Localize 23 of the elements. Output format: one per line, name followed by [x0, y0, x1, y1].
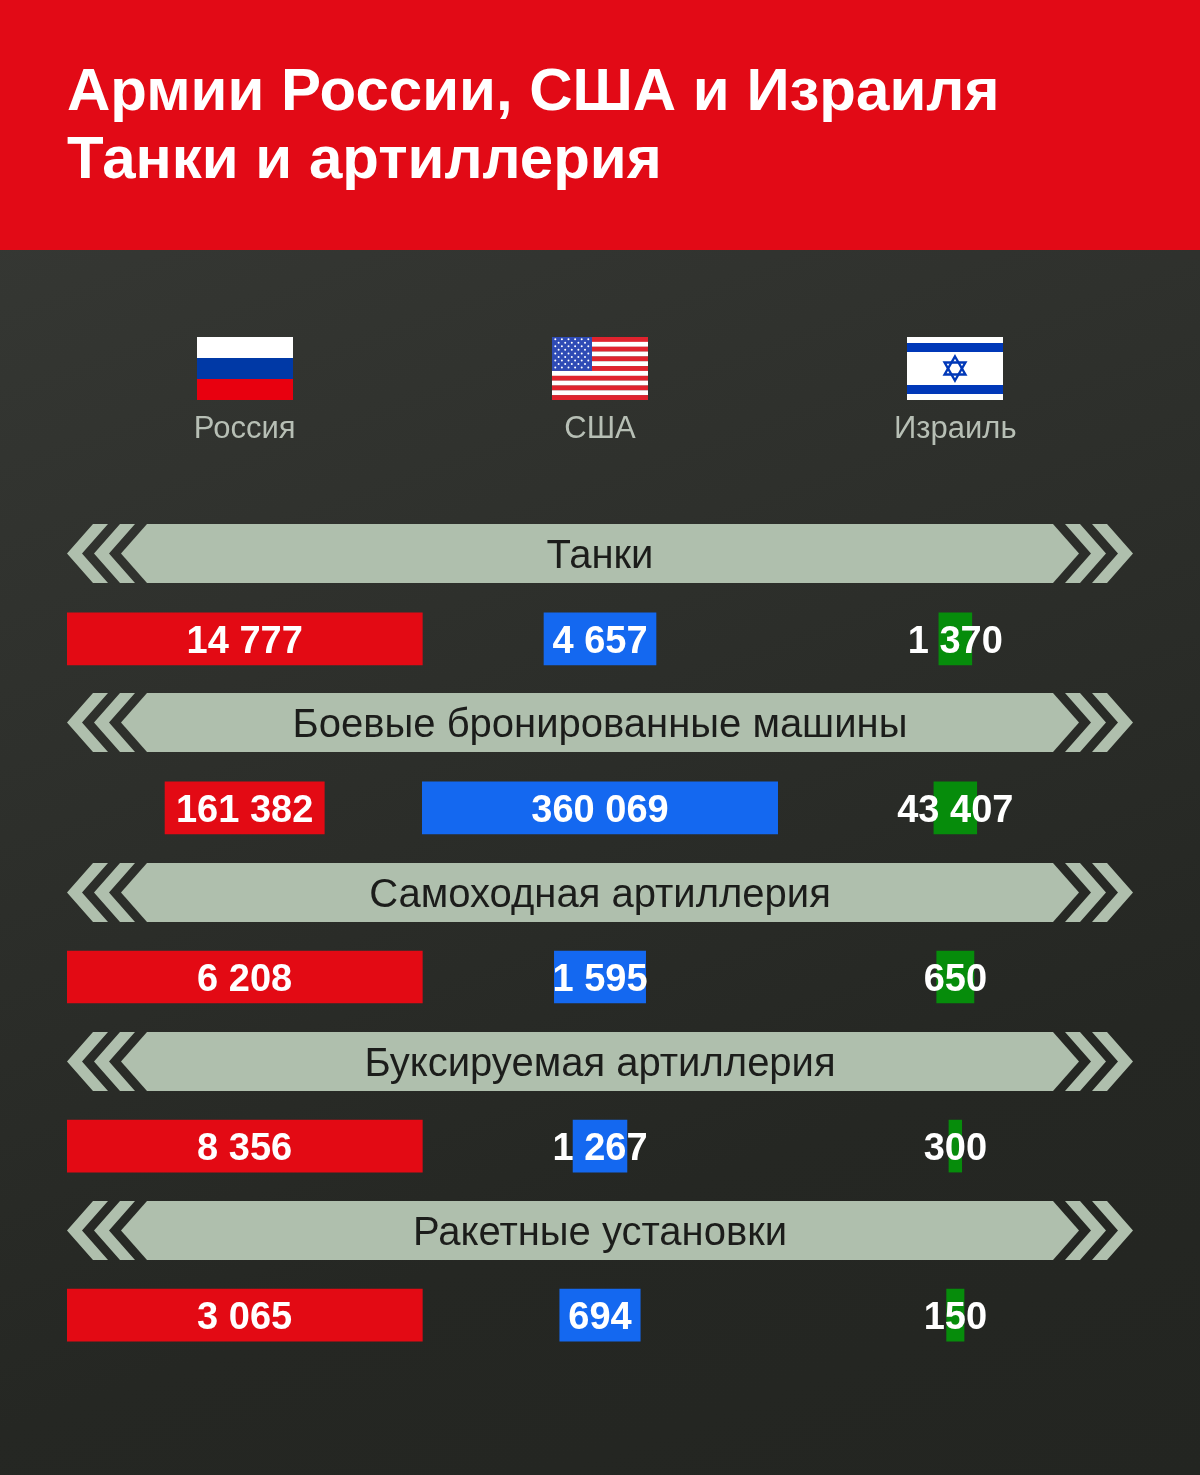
- data-label: 300: [923, 1126, 988, 1169]
- data-label: 650: [923, 957, 988, 999]
- data-label: 161 382: [175, 787, 314, 830]
- data-label: 360 069: [531, 787, 669, 830]
- category-label: Россия: [193, 410, 296, 446]
- series-label: Ракетные установки: [412, 1208, 788, 1253]
- data-label: 43 407: [897, 787, 1014, 830]
- data-label: 694: [568, 1295, 632, 1338]
- data-label: 1 370: [907, 618, 1003, 661]
- category-label: Израиль: [894, 410, 1017, 446]
- series-label: Буксируемая артиллерия: [364, 1039, 836, 1084]
- text: Танки и артиллерия: [67, 124, 662, 192]
- data-label: 3 065: [197, 1295, 293, 1338]
- data-label: 150: [923, 1295, 988, 1338]
- data-label: 8 356: [197, 1126, 293, 1169]
- data-label: 14 777: [186, 618, 303, 661]
- series-label: Танки: [546, 532, 654, 577]
- category-label: США: [564, 410, 636, 446]
- data-label: 4 657: [552, 618, 648, 661]
- series-label: Самоходная артиллерия: [369, 870, 831, 915]
- data-label: 6 208: [197, 957, 293, 999]
- text: Армии России, США и Израиля: [67, 56, 1000, 124]
- series-label: Боевые бронированные машины: [292, 701, 908, 746]
